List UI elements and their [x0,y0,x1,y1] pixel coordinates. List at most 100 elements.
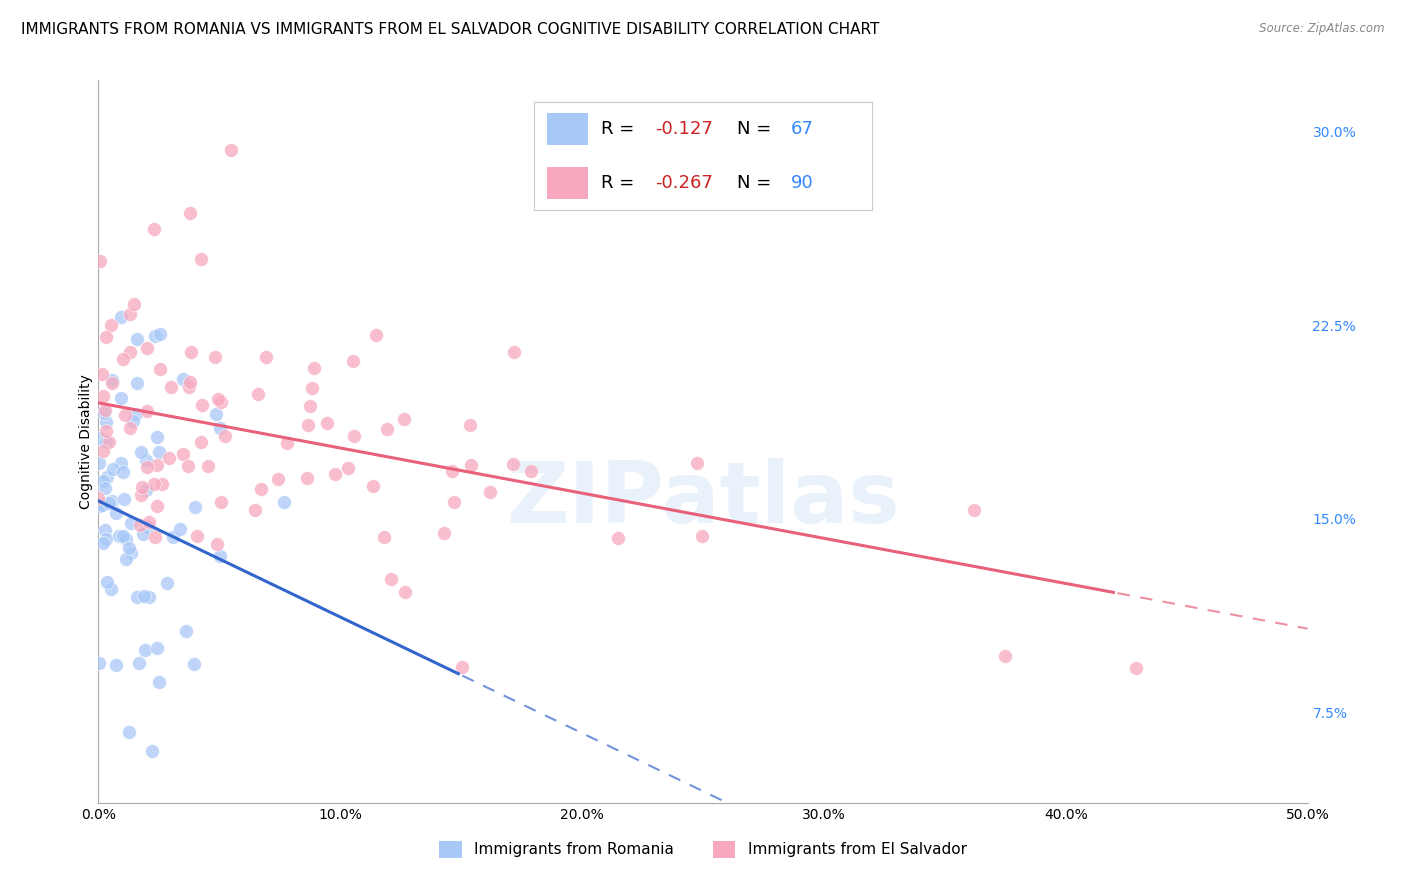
Point [273,495,295,509]
Point [104,507,127,521]
Point [143,222,166,236]
Point [132,527,155,541]
Point [208,549,231,563]
Point [157,451,180,466]
Point [108,529,131,543]
Point [146,499,169,513]
Point [520,464,543,478]
Point [146,430,169,444]
Point [100,318,122,332]
Point [120,516,142,531]
Point [111,529,134,543]
Point [443,494,465,508]
Point [89,456,111,470]
Point [373,530,395,544]
Point [266,472,288,486]
Text: IMMIGRANTS FROM ROMANIA VS IMMIGRANTS FROM EL SALVADOR COGNITIVE DISABILITY CORR: IMMIGRANTS FROM ROMANIA VS IMMIGRANTS FR… [21,22,880,37]
Text: ZIPatlas: ZIPatlas [506,458,900,541]
Point [91,389,114,403]
Point [502,457,524,471]
Point [208,421,231,435]
Point [93,405,115,419]
Point [1125,661,1147,675]
Point [127,376,149,390]
Point [323,467,346,482]
Point [101,373,124,387]
Legend: Immigrants from Romania, Immigrants from El Salvador: Immigrants from Romania, Immigrants from… [433,835,973,863]
Point [135,483,157,498]
Point [190,434,212,449]
Point [172,372,194,386]
Point [122,297,145,311]
Point [90,367,112,381]
Point [156,576,179,591]
Point [114,533,136,547]
Point [91,474,114,488]
Point [460,458,482,473]
Point [315,416,337,430]
Point [172,448,194,462]
Point [129,517,152,532]
Point [101,376,124,391]
Point [606,531,628,545]
Point [125,407,148,421]
Point [276,436,298,450]
Point [686,457,709,471]
Point [91,498,114,512]
Point [118,421,141,435]
Point [136,341,159,355]
Point [146,458,169,472]
Point [118,724,141,739]
Point [138,590,160,604]
Point [128,656,150,670]
Point [115,551,138,566]
Point [120,344,142,359]
Point [433,525,456,540]
Point [205,407,228,421]
Point [375,422,398,436]
Point [145,530,167,544]
Point [450,660,472,674]
Point [94,532,117,546]
Point [97,434,120,449]
Point [96,469,118,483]
Point [690,528,713,542]
Point [150,476,173,491]
Point [440,464,463,478]
Point [125,332,148,346]
Point [94,434,117,449]
Point [301,381,323,395]
Point [112,491,135,506]
Point [129,488,152,502]
Y-axis label: Cognitive Disability: Cognitive Disability [79,374,93,509]
Point [89,499,111,513]
Point [134,643,156,657]
Point [110,391,132,405]
Point [342,353,364,368]
Point [129,444,152,458]
Point [994,648,1017,663]
Point [87,491,110,505]
Point [162,531,184,545]
Point [87,656,110,670]
Point [179,205,201,219]
Point [134,589,156,603]
Point [89,253,111,268]
Point [221,143,243,157]
Point [100,582,122,597]
Point [963,503,986,517]
Point [479,485,502,500]
Point [183,500,205,514]
Point [183,657,205,671]
Point [138,520,160,534]
Point [96,330,118,344]
Point [89,431,111,445]
Point [111,465,134,479]
Point [94,424,117,438]
Point [135,453,157,467]
Point [101,461,124,475]
Point [503,344,526,359]
Point [243,503,266,517]
Point [143,329,166,343]
Point [141,744,163,758]
